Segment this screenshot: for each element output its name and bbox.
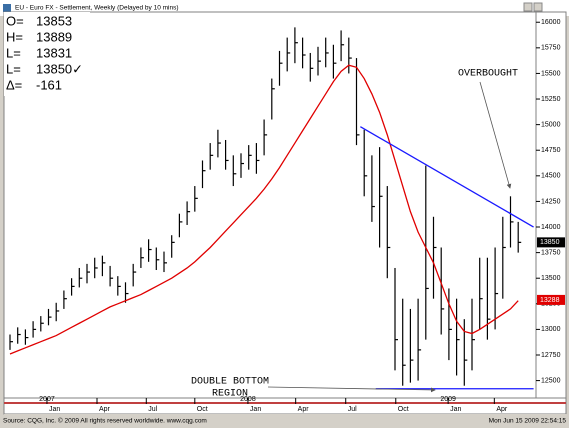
quote-label: Δ=: [6, 77, 22, 92]
quote-label: H=: [6, 29, 23, 44]
annotation-arrow: [267, 386, 436, 393]
time-axis: [3, 397, 567, 415]
x-tick-label: Jan: [450, 406, 461, 413]
price-tag: [537, 237, 565, 248]
price-tag-label: 13288: [540, 297, 560, 304]
y-tick-label: 12500: [541, 377, 561, 384]
footer-source: Source: CQG, Inc. © 2009 All rights rese…: [3, 417, 207, 425]
x-tick-label: Jan: [49, 406, 60, 413]
window-button[interactable]: [523, 2, 533, 12]
y-tick-label: 14500: [541, 173, 561, 180]
y-tick-label: 15000: [541, 121, 561, 128]
quote-label: L=: [6, 61, 21, 76]
status-bar: [4, 414, 569, 428]
price-tag-label: 13850: [540, 239, 560, 246]
window-button[interactable]: [533, 2, 543, 12]
annotation: REGION: [212, 389, 248, 400]
moving-average: [9, 64, 519, 355]
trendline: [360, 126, 534, 228]
x-tick-label: Jul: [148, 406, 157, 413]
price-axis: [535, 11, 567, 399]
year-label: 2007: [39, 396, 55, 403]
quote-label: O=: [6, 13, 24, 28]
x-tick-label: Apr: [298, 406, 310, 413]
annotation: OVERBOUGHT: [458, 69, 518, 80]
footer-date: Mon Jun 15 2009 22:54:15: [489, 418, 567, 425]
axis-strip: [4, 402, 566, 404]
quote-value: 13853: [36, 13, 72, 28]
quote-box: O= 13853 H= 13889 L= 13831 L= 13850✓ Δ= -161: [4, 12, 90, 96]
x-tick-label: Oct: [398, 406, 409, 413]
quote-value: -161: [36, 77, 62, 92]
annotation: DOUBLE BOTTOM: [191, 377, 269, 388]
quote-value: 13831: [36, 45, 72, 60]
quote-label: L=: [6, 45, 21, 60]
price-tag: [537, 294, 565, 305]
window-icon: [3, 4, 11, 12]
y-tick-label: 15750: [541, 45, 561, 52]
y-tick-label: 12750: [541, 352, 561, 359]
y-tick-label: 14000: [541, 224, 561, 231]
y-tick-label: 14250: [541, 198, 561, 205]
plot: [9, 27, 534, 390]
quote-value: 13889: [36, 29, 72, 44]
quote-value: 13850✓: [36, 61, 83, 76]
x-tick-label: Jan: [250, 406, 261, 413]
y-tick-label: 16000: [541, 19, 561, 26]
y-tick-label: 15250: [541, 96, 561, 103]
x-tick-label: Jul: [348, 406, 357, 413]
y-tick-label: 13750: [541, 249, 561, 256]
year-label: 2009: [440, 396, 456, 403]
y-tick-label: 13000: [541, 326, 561, 333]
x-tick-label: Apr: [496, 406, 508, 413]
y-tick-label: 15500: [541, 70, 561, 77]
quote-panel: [4, 12, 90, 96]
annotation-arrow: [479, 81, 512, 189]
y-tick-label: 13500: [541, 275, 561, 282]
plot-area: [3, 11, 537, 399]
window-title: EU - Euro FX - Settlement, Weekly (Delay…: [15, 5, 179, 12]
y-tick-label: 14750: [541, 147, 561, 154]
year-label: 2008: [240, 396, 256, 403]
x-tick-label: Apr: [99, 406, 111, 413]
x-tick-label: Oct: [197, 406, 208, 413]
